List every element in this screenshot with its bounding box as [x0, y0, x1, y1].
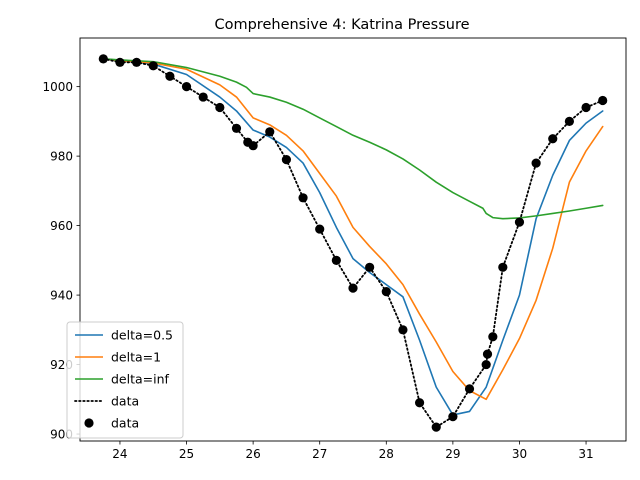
legend-item: delta=inf [75, 372, 170, 387]
data-point [348, 283, 358, 293]
data-point [165, 71, 175, 81]
y-tick-label: 980 [50, 149, 73, 163]
legend-label: data [111, 394, 139, 409]
y-tick-label: 940 [50, 288, 73, 302]
data-point [215, 102, 225, 113]
x-tick-label: 26 [245, 447, 260, 461]
data-point [331, 255, 341, 265]
legend: delta=0.5 delta=1 delta=inf data data [66, 321, 184, 439]
legend-item: data [74, 394, 139, 409]
data-point [298, 193, 308, 203]
x-tick-label: 31 [578, 447, 593, 461]
x-tick-label: 30 [512, 447, 527, 461]
series-data-markers [98, 54, 608, 432]
data-point [581, 102, 591, 113]
data-point [414, 398, 425, 408]
data-point [365, 262, 375, 272]
data-point [514, 217, 525, 227]
plot-area [79, 37, 627, 442]
data-point [598, 95, 608, 106]
data-point [481, 359, 491, 370]
legend-item: delta=1 [75, 350, 161, 365]
data-point [488, 332, 498, 342]
data-point [431, 422, 441, 432]
data-point [398, 325, 408, 335]
data-point [148, 61, 158, 71]
data-point [115, 57, 125, 67]
y-tick-label: 1000 [42, 80, 73, 94]
legend-label: delta=1 [111, 350, 161, 365]
data-point [548, 134, 558, 144]
chart-title: Comprehensive 4: Katrina Pressure [214, 17, 469, 33]
data-point [181, 82, 192, 92]
data-point [498, 262, 508, 272]
x-tick-label: 29 [445, 447, 460, 461]
data-point [131, 57, 142, 67]
legend-label: delta=0.5 [111, 328, 173, 343]
data-point [482, 349, 493, 359]
legend-label: data [111, 416, 139, 431]
x-axis: 24 25 26 27 28 29 30 31 [112, 441, 594, 461]
data-point [315, 224, 325, 234]
data-point [564, 116, 575, 126]
data-point [98, 54, 108, 64]
y-tick-label: 960 [50, 219, 73, 233]
legend-item: delta=0.5 [75, 328, 173, 343]
x-tick-label: 28 [379, 447, 394, 461]
series-line-data [102, 57, 604, 429]
data-point [231, 123, 242, 133]
x-tick-label: 24 [112, 447, 127, 461]
data-point [248, 141, 258, 151]
x-tick-label: 27 [312, 447, 327, 461]
data-point [281, 154, 292, 165]
legend-marker [84, 418, 94, 428]
x-tick-label: 25 [179, 447, 194, 461]
data-point [265, 127, 275, 137]
legend-item: data [84, 416, 139, 431]
data-point [531, 158, 541, 168]
data-point [448, 412, 458, 422]
data-point [381, 287, 391, 297]
legend-box [66, 321, 184, 439]
data-point [464, 384, 475, 394]
legend-label: delta=inf [111, 372, 170, 387]
data-point [198, 92, 208, 102]
series-line-delta-1 [102, 58, 604, 401]
plot-frame [79, 37, 627, 442]
